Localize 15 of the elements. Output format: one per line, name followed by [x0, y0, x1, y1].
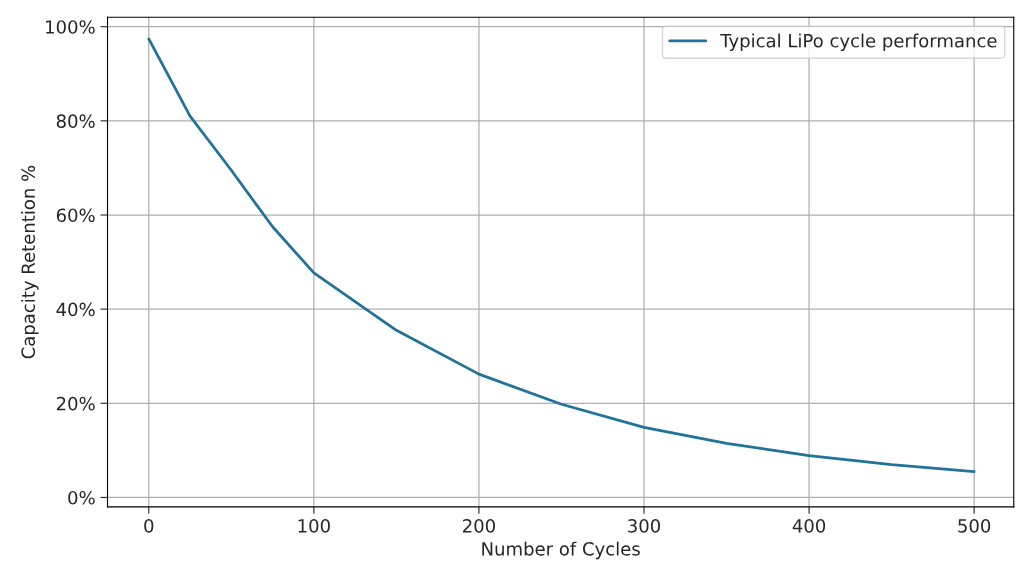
y-axis-title: Capacity Retention % [21, 165, 39, 359]
y-tick-label: 20% [56, 396, 95, 411]
x-tick-label: 300 [628, 519, 661, 533]
x-tick-label: 500 [958, 519, 991, 533]
x-tick-label: 0 [144, 519, 154, 533]
y-tick-label: 40% [56, 302, 95, 317]
legend-label: Typical LiPo cycle performance [720, 33, 997, 51]
x-tick-label: 400 [792, 519, 826, 533]
x-tick-label: 200 [463, 519, 495, 533]
y-tick-label: 0% [68, 490, 95, 505]
x-tick-label: 100 [298, 519, 330, 533]
y-tick-label: 100% [46, 20, 95, 34]
x-axis-title: Number of Cycles [482, 541, 640, 560]
y-tick-label: 60% [56, 208, 95, 223]
y-tick-label: 80% [56, 114, 95, 128]
